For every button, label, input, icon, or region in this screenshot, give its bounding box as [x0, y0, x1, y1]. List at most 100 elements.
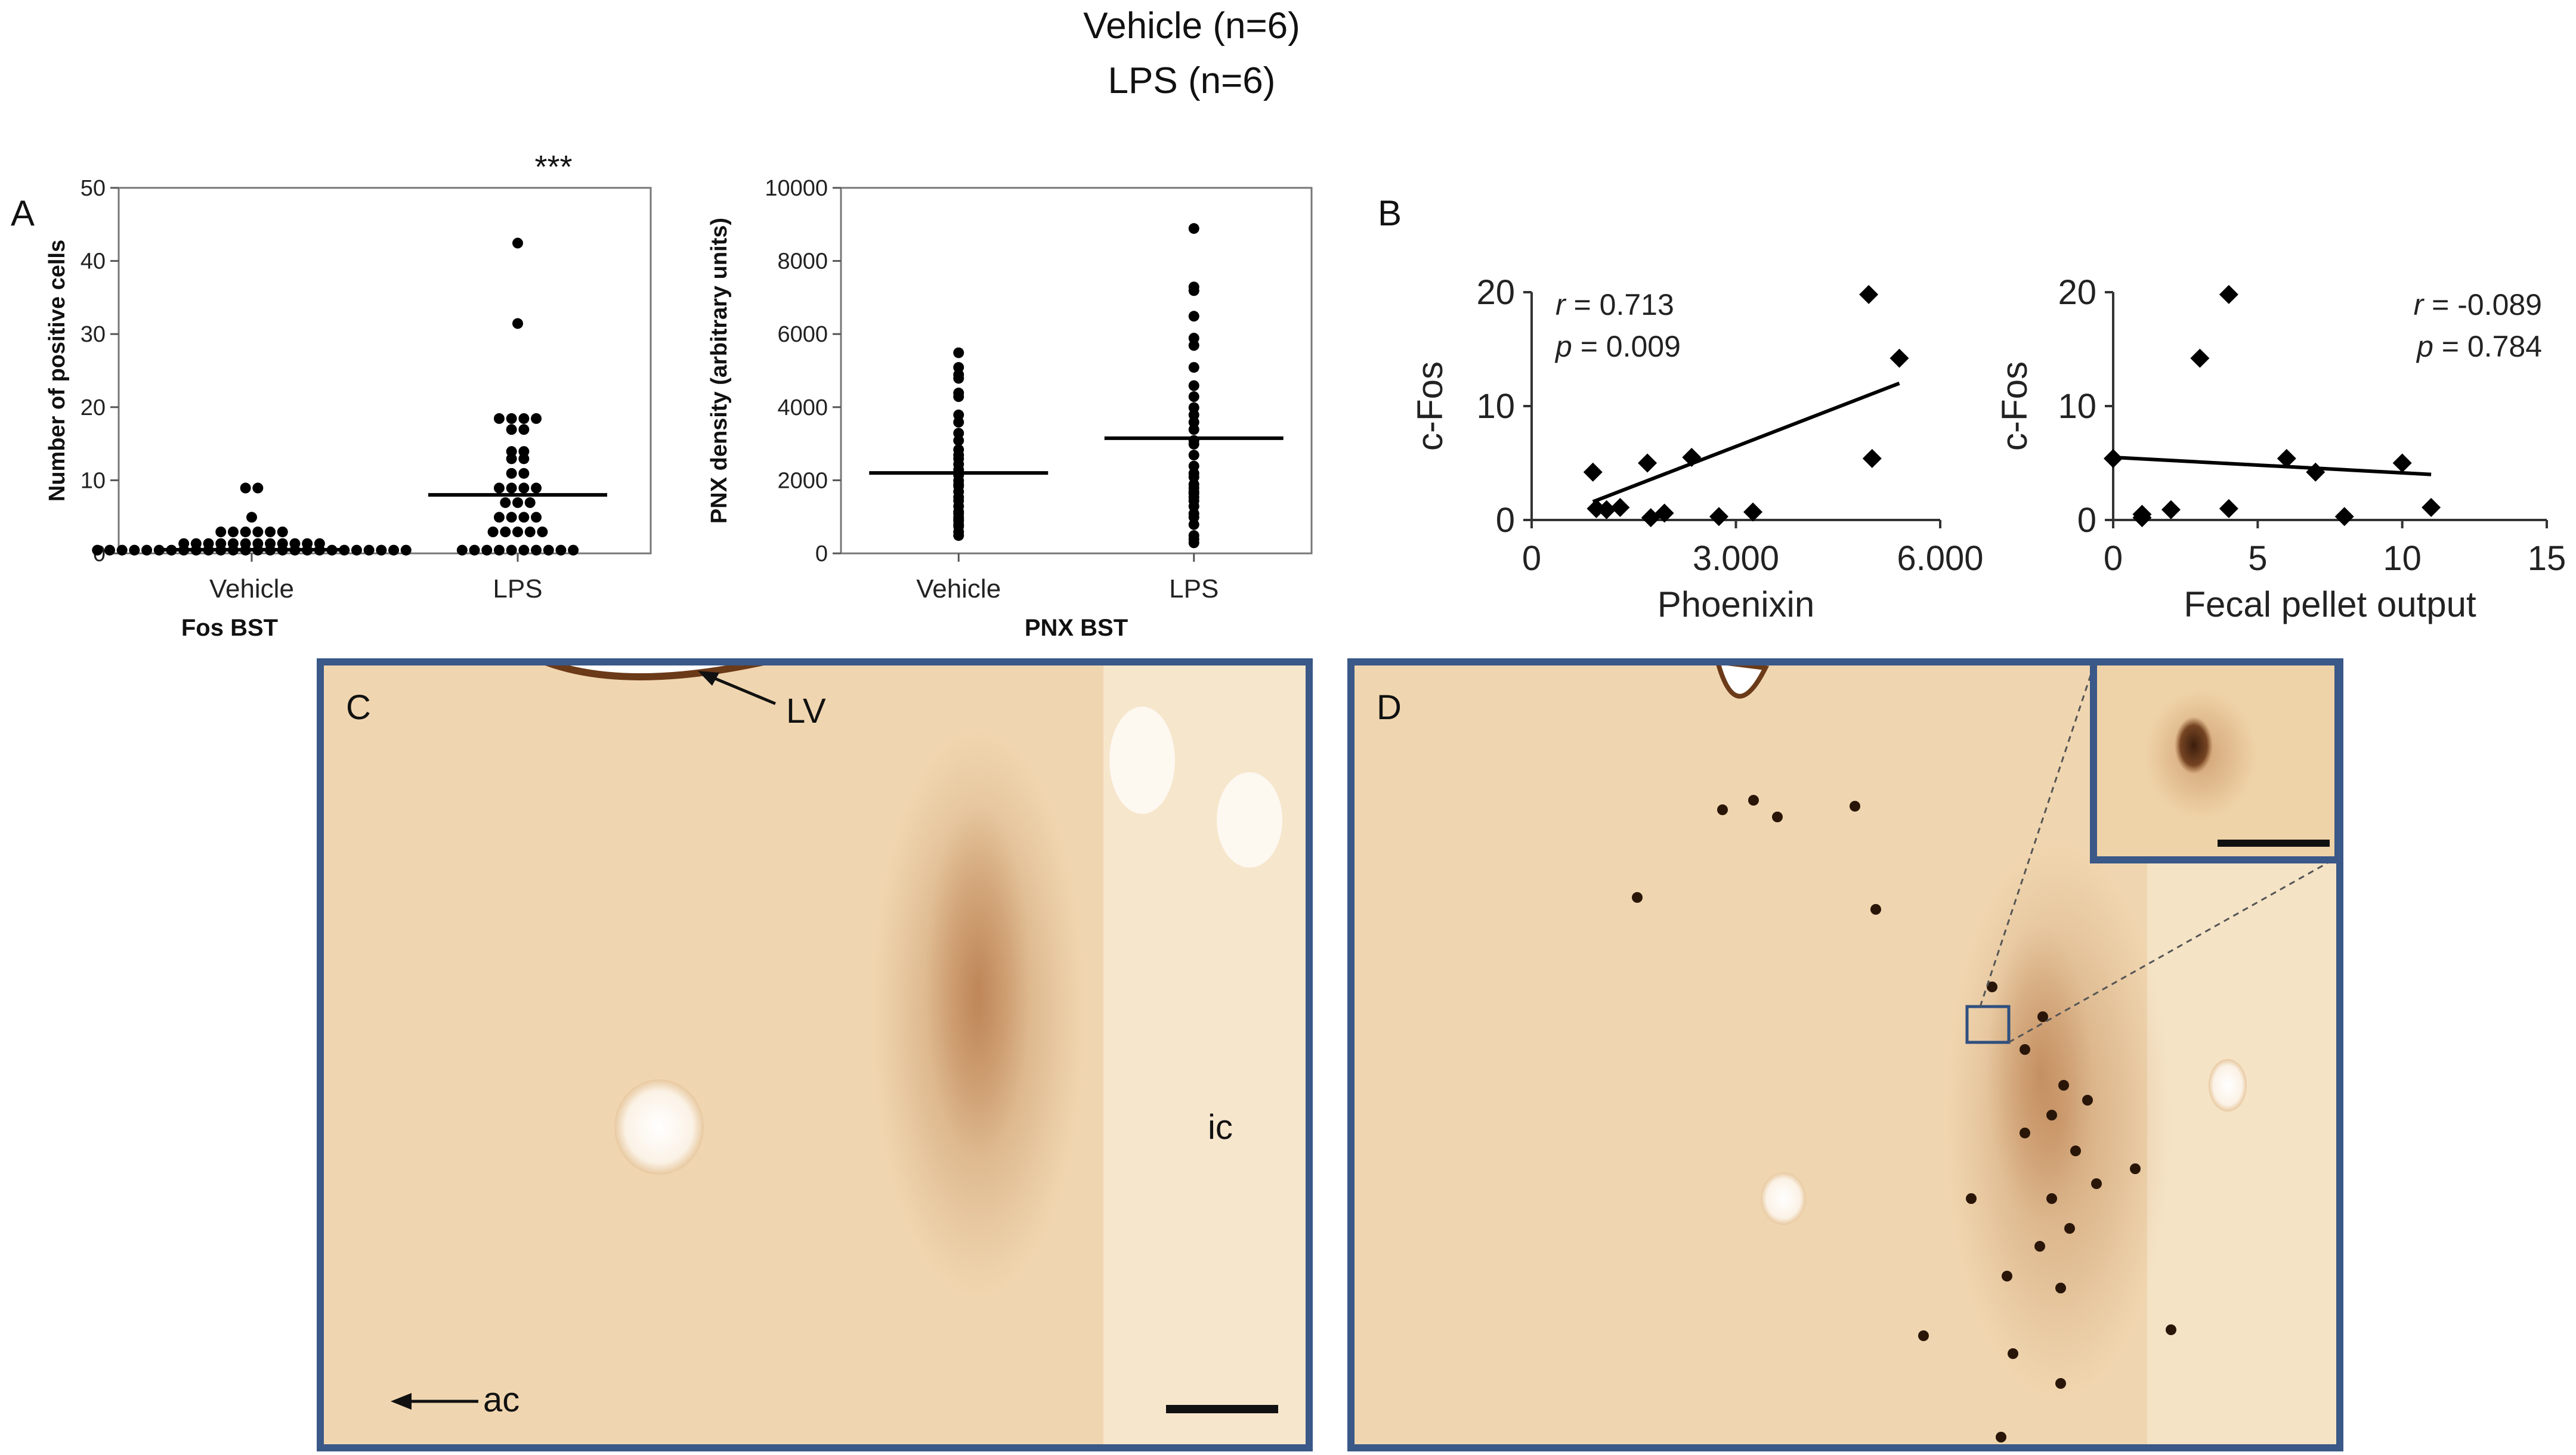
data-point	[2334, 507, 2354, 527]
data-point	[2132, 504, 2152, 524]
stained-cell	[2002, 1271, 2012, 1281]
stained-cell	[1717, 804, 1728, 815]
stained-cell	[2064, 1223, 2075, 1234]
data-point	[493, 512, 505, 523]
data-point	[1188, 380, 1199, 391]
data-point	[537, 526, 548, 537]
stained-cell	[1772, 812, 1783, 822]
data-point	[1188, 223, 1199, 234]
data-point	[2104, 448, 2123, 468]
data-point	[500, 497, 511, 508]
y-tick-label: 50	[81, 176, 106, 201]
data-point	[506, 512, 517, 523]
stained-cell	[1748, 795, 1759, 806]
label-lv: LV	[786, 692, 826, 730]
data-point	[555, 544, 567, 556]
data-point	[1188, 362, 1199, 373]
stained-cell	[2091, 1178, 2102, 1189]
data-point	[2392, 453, 2412, 473]
micrograph-panel-d: D	[1347, 658, 2343, 1451]
chart-title: Fos BST	[181, 615, 278, 641]
data-point	[518, 446, 530, 457]
data-point	[518, 512, 530, 523]
data-point	[141, 544, 153, 556]
data-point	[1655, 503, 1674, 523]
data-point	[953, 428, 964, 439]
label-ac: ac	[483, 1380, 519, 1419]
data-point	[2161, 500, 2181, 519]
data-point	[215, 526, 227, 537]
data-point	[524, 497, 536, 508]
data-point	[512, 526, 523, 537]
data-point	[456, 544, 468, 556]
y-tick-label: 4000	[777, 395, 828, 420]
data-point	[506, 468, 517, 479]
data-point	[227, 526, 239, 537]
x-axis-label: Fecal pellet output	[2184, 584, 2476, 624]
data-point	[265, 538, 276, 549]
data-point	[1583, 462, 1603, 482]
y-axis-label: c-Fos	[1994, 361, 2034, 451]
data-point	[481, 544, 493, 556]
data-point	[1610, 497, 1630, 517]
y-tick-label: 20	[2058, 273, 2096, 312]
y-tick-label: 2000	[777, 468, 828, 493]
data-point	[506, 446, 517, 457]
data-point	[2219, 284, 2238, 304]
data-point	[531, 482, 542, 494]
significance-marker: ***	[534, 149, 572, 185]
data-point	[252, 526, 264, 537]
data-point	[246, 512, 257, 523]
pnx-bst-chart: 0 2000 4000 6000 8000 10000 Vehicle LPS PNX dens…	[707, 176, 1313, 641]
fos-bst-chart: 01020304050VehicleLPSNumber of positive …	[45, 176, 652, 641]
x-tick-label: 0	[1522, 539, 1541, 578]
y-tick-label: 10000	[765, 176, 828, 201]
data-point	[493, 544, 505, 556]
stained-cell	[1996, 1432, 2006, 1442]
stained-cell	[2055, 1283, 2066, 1293]
zoom-region-box	[1965, 1005, 2011, 1044]
data-point	[1188, 391, 1199, 403]
data-point	[1682, 447, 1702, 467]
data-point	[1862, 448, 1882, 468]
y-tick-label: 8000	[777, 249, 828, 274]
data-point	[506, 413, 517, 424]
data-point	[92, 544, 103, 556]
data-point	[1638, 453, 1657, 473]
data-point	[487, 526, 499, 537]
x-tick-label: 3.000	[1693, 539, 1779, 578]
data-point	[518, 424, 530, 435]
y-tick-label: 0	[815, 541, 828, 566]
data-point	[518, 468, 530, 479]
ac-arrowhead	[391, 1393, 412, 1410]
data-point	[543, 544, 554, 556]
data-point	[314, 538, 325, 549]
x-tick-label: LPS	[493, 574, 542, 603]
data-point	[1709, 507, 1728, 527]
y-tick-label: 10	[81, 468, 106, 493]
stained-cell	[2008, 1348, 2018, 1359]
data-point	[215, 538, 227, 549]
stained-cell	[2055, 1378, 2066, 1389]
stained-cell	[2130, 1163, 2141, 1174]
data-point	[1188, 460, 1199, 472]
data-point	[518, 482, 530, 494]
data-point	[1188, 450, 1199, 461]
data-point	[469, 544, 480, 556]
blood-vessel	[614, 1079, 704, 1175]
data-point	[339, 544, 350, 556]
stained-cell	[2037, 1011, 2048, 1022]
data-point	[1188, 530, 1199, 541]
data-point	[153, 544, 165, 556]
y-tick-label: 6000	[777, 322, 828, 347]
data-point	[203, 538, 214, 549]
x-tick-label: 15	[2528, 539, 2566, 578]
y-tick-label: 40	[81, 249, 106, 274]
r-statistic: r = 0.713	[1556, 288, 1674, 321]
data-point	[506, 544, 517, 556]
y-tick-label: 20	[81, 395, 106, 420]
data-point	[400, 544, 412, 556]
data-point	[518, 413, 530, 424]
lv-arrowhead	[698, 671, 719, 686]
data-point	[277, 526, 288, 537]
